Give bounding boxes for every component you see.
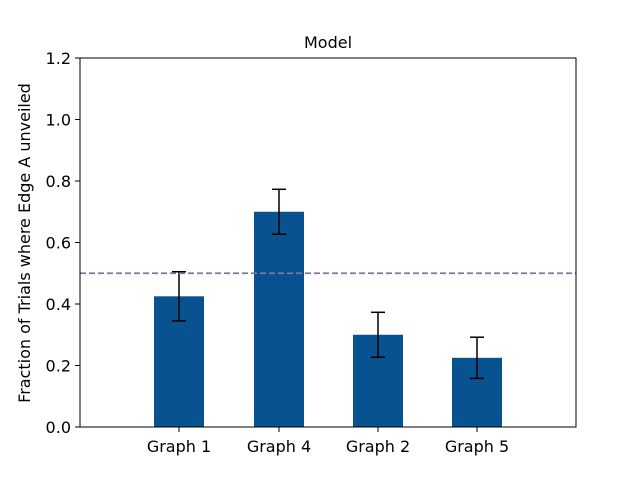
y-tick-label: 0.0: [46, 418, 71, 437]
x-tick-label: Graph 1: [147, 437, 211, 456]
y-tick-label: 1.0: [46, 111, 71, 130]
x-tick-label: Graph 4: [247, 437, 311, 456]
bar-graph-4: [254, 211, 304, 427]
y-tick-label: 0.8: [46, 172, 71, 191]
y-axis-title: Fraction of Trials where Edge A unveiled: [15, 83, 34, 403]
x-tick-label: Graph 5: [445, 437, 509, 456]
y-tick-label: 1.2: [46, 49, 71, 68]
y-tick-label: 0.6: [46, 234, 71, 253]
chart-title: Model: [304, 33, 352, 52]
y-tick-label: 0.2: [46, 357, 71, 376]
y-tick-label: 0.4: [46, 295, 71, 314]
x-tick-label: Graph 2: [346, 437, 410, 456]
plot-area: Graph 1 Graph 4 Graph 2 Graph 5 0.0 0.2 0.4 0.6…: [46, 49, 577, 456]
axes-frame: [79, 57, 577, 428]
